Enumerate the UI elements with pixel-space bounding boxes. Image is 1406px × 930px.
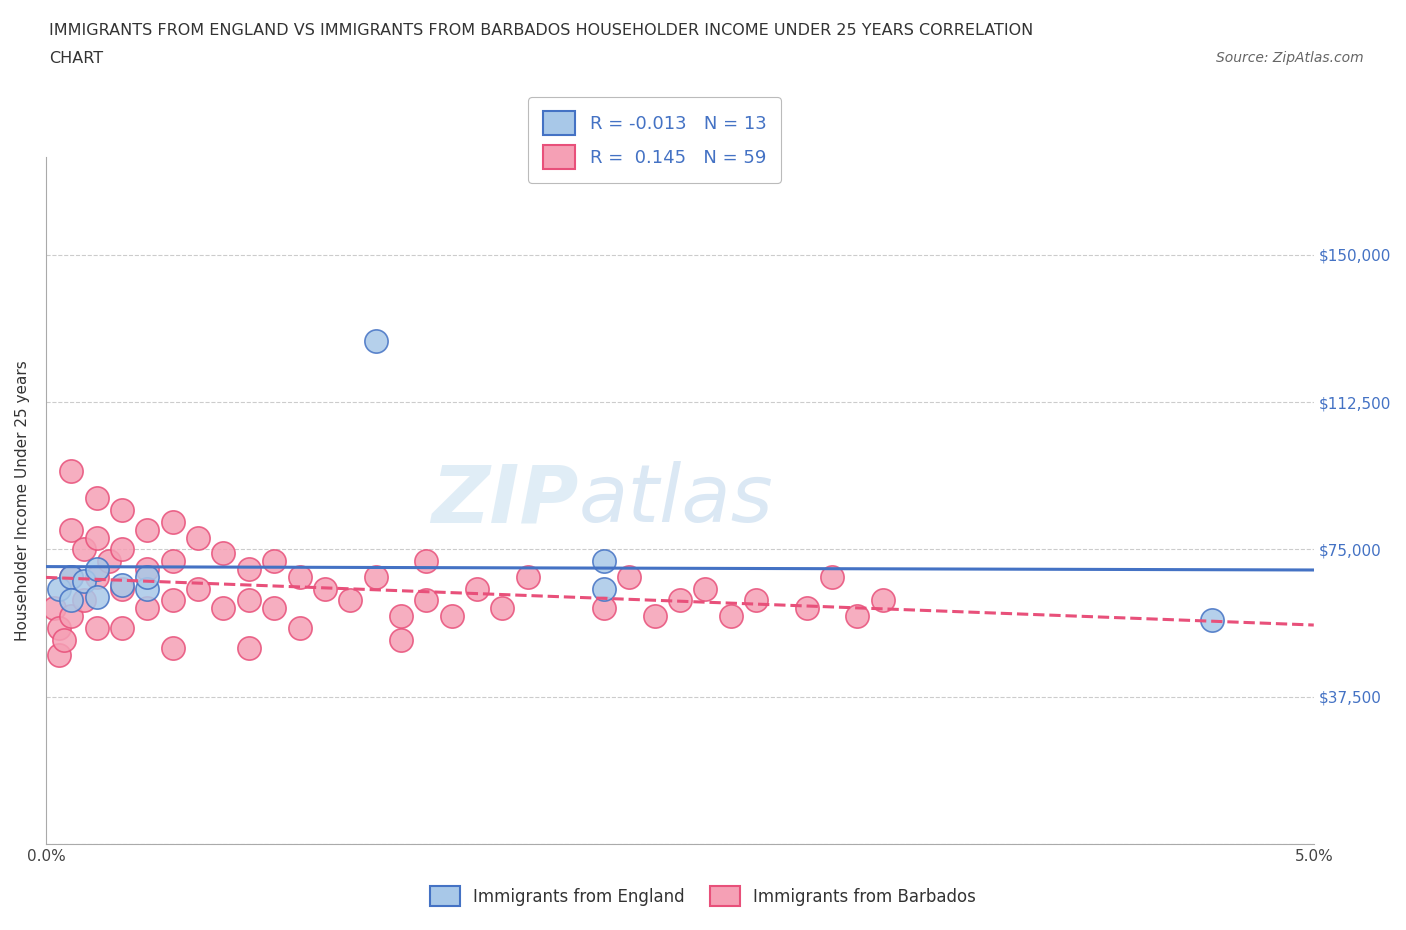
Point xyxy=(516,569,538,584)
Point xyxy=(162,553,184,568)
Point xyxy=(389,632,412,647)
Point xyxy=(389,609,412,624)
Y-axis label: Householder Income Under 25 years: Householder Income Under 25 years xyxy=(15,360,30,641)
Point xyxy=(86,491,108,506)
Point xyxy=(796,601,818,616)
Point xyxy=(111,578,134,592)
Point xyxy=(73,574,96,589)
Point xyxy=(136,569,159,584)
Point xyxy=(60,609,83,624)
Point xyxy=(263,601,285,616)
Point xyxy=(162,640,184,655)
Point xyxy=(288,620,311,635)
Point xyxy=(187,581,209,596)
Point xyxy=(187,530,209,545)
Point xyxy=(314,581,336,596)
Point xyxy=(669,593,692,608)
Point xyxy=(821,569,844,584)
Point xyxy=(162,593,184,608)
Point xyxy=(60,569,83,584)
Point xyxy=(111,542,134,557)
Point xyxy=(695,581,717,596)
Text: IMMIGRANTS FROM ENGLAND VS IMMIGRANTS FROM BARBADOS HOUSEHOLDER INCOME UNDER 25 : IMMIGRANTS FROM ENGLAND VS IMMIGRANTS FR… xyxy=(49,23,1033,38)
Point xyxy=(1201,613,1223,628)
Point xyxy=(872,593,894,608)
Point xyxy=(288,569,311,584)
Point xyxy=(86,620,108,635)
Point xyxy=(60,569,83,584)
Point xyxy=(42,601,65,616)
Point xyxy=(339,593,361,608)
Point xyxy=(238,640,260,655)
Point xyxy=(364,334,387,349)
Point xyxy=(644,609,666,624)
Point xyxy=(60,463,83,478)
Point xyxy=(212,601,235,616)
Point xyxy=(162,514,184,529)
Point xyxy=(60,593,83,608)
Point xyxy=(48,581,70,596)
Point xyxy=(440,609,463,624)
Point xyxy=(48,620,70,635)
Point xyxy=(491,601,513,616)
Point xyxy=(111,503,134,518)
Point xyxy=(212,546,235,561)
Point xyxy=(415,593,437,608)
Text: ZIP: ZIP xyxy=(432,461,578,539)
Point xyxy=(52,632,75,647)
Point xyxy=(720,609,742,624)
Point xyxy=(111,581,134,596)
Point xyxy=(136,562,159,577)
Point xyxy=(136,523,159,538)
Point xyxy=(465,581,488,596)
Point xyxy=(86,569,108,584)
Text: atlas: atlas xyxy=(578,461,773,539)
Legend: R = -0.013   N = 13, R =  0.145   N = 59: R = -0.013 N = 13, R = 0.145 N = 59 xyxy=(529,97,780,183)
Point xyxy=(745,593,768,608)
Point xyxy=(136,601,159,616)
Text: CHART: CHART xyxy=(49,51,103,66)
Point xyxy=(98,553,121,568)
Point xyxy=(73,593,96,608)
Point xyxy=(111,620,134,635)
Point xyxy=(86,530,108,545)
Point xyxy=(592,581,614,596)
Point xyxy=(136,581,159,596)
Point xyxy=(73,542,96,557)
Point xyxy=(238,562,260,577)
Point xyxy=(48,648,70,663)
Point xyxy=(592,553,614,568)
Point xyxy=(617,569,640,584)
Point xyxy=(263,553,285,568)
Point xyxy=(415,553,437,568)
Point xyxy=(846,609,869,624)
Point xyxy=(592,601,614,616)
Text: Source: ZipAtlas.com: Source: ZipAtlas.com xyxy=(1216,51,1364,65)
Point xyxy=(86,589,108,604)
Point xyxy=(238,593,260,608)
Point xyxy=(60,523,83,538)
Legend: Immigrants from England, Immigrants from Barbados: Immigrants from England, Immigrants from… xyxy=(423,880,983,912)
Point xyxy=(86,562,108,577)
Point xyxy=(364,569,387,584)
